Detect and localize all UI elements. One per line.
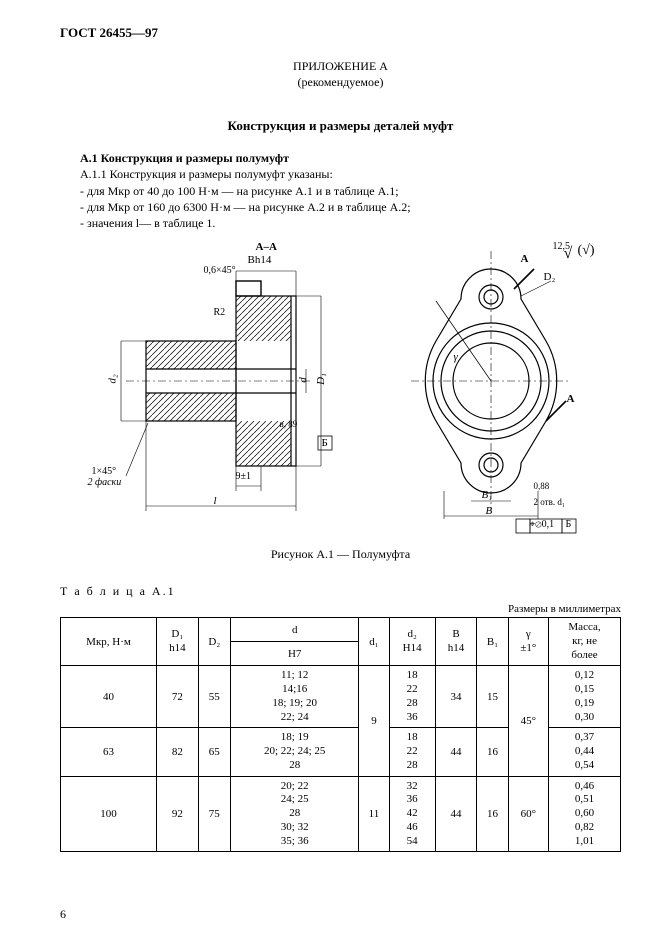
th-B1: B₁: [477, 618, 508, 666]
appendix-note: (рекомендуемое): [60, 75, 621, 91]
label-b-tol: в, 89: [280, 419, 298, 429]
label-section: А–А: [256, 241, 277, 253]
para-line-2: - для Mкр от 40 до 100 Н·м — на рисунке …: [60, 183, 621, 199]
figure-a1: А–А Bh14 0,6×45° R2 d₂ d D₁ в, 89 Б 1×45…: [86, 241, 596, 539]
label-gd2: Б: [566, 519, 572, 530]
label-A1: A: [521, 253, 529, 265]
label-r2: R2: [214, 307, 226, 318]
th-gamma: γ±1°: [508, 618, 548, 666]
page: ГОСТ 26455—97 ПРИЛОЖЕНИЕ А (рекомендуемо…: [0, 0, 661, 936]
table-row: 100 92 75 20; 2224; 252830; 3235; 36 11 …: [61, 776, 621, 852]
th-H7: H7: [231, 642, 359, 666]
label-A2: A: [567, 393, 575, 405]
th-mkr: Mкр, Н·м: [61, 618, 157, 666]
label-tol1: 0,88: [534, 481, 550, 491]
table-label: Т а б л и ц а А.1: [60, 584, 621, 599]
para-line-4: - значения l— в таблице 1.: [60, 215, 621, 231]
label-B1: B₁: [482, 489, 493, 501]
th-D1: D₁h14: [157, 618, 199, 666]
table-row: 40 72 55 11; 1214;1618; 19; 2022; 24 9 1…: [61, 666, 621, 728]
label-surf2: (√): [578, 243, 595, 259]
th-mass: Масса,кг, неболее: [549, 618, 621, 666]
label-d2: d₂: [106, 374, 118, 383]
section-title: Конструкция и размеры деталей муфт: [60, 118, 621, 134]
para-line-1: А.1.1 Конструкция и размеры полумуфт ука…: [60, 166, 621, 182]
label-l: l: [214, 495, 217, 507]
label-dim9: 9±1: [236, 471, 252, 482]
appendix-title: ПРИЛОЖЕНИЕ А: [60, 59, 621, 75]
document-id: ГОСТ 26455—97: [60, 25, 621, 41]
label-D1: D₁: [314, 373, 326, 385]
label-gamma: γ: [454, 351, 458, 363]
th-D2: D₂: [198, 618, 230, 666]
label-bh14: Bh14: [248, 254, 272, 266]
th-B: Bh14: [435, 618, 477, 666]
paragraph-a1: А.1 Конструкция и размеры полумуфт А.1.1…: [60, 150, 621, 231]
label-d: d: [296, 377, 308, 383]
th-d: d: [231, 618, 359, 642]
label-chamf2b: 2 фаски: [88, 477, 122, 488]
table-head: Mкр, Н·м D₁h14 D₂ d d₁ d₂H14 Bh14 B₁ γ±1…: [61, 618, 621, 666]
table-a1: Mкр, Н·м D₁h14 D₂ d d₁ d₂H14 Bh14 B₁ γ±1…: [60, 617, 621, 852]
th-d2: d₂H14: [389, 618, 435, 666]
figure-caption: Рисунок А.1 — Полумуфта: [60, 547, 621, 562]
label-chamf2: 1×45°: [92, 466, 117, 477]
label-chamf1: 0,6×45°: [204, 265, 236, 276]
label-d1-note: 2 отв. d₁: [534, 497, 565, 507]
para-head: А.1 Конструкция и размеры полумуфт: [60, 150, 621, 166]
table-units: Размеры в миллиметрах: [60, 603, 621, 615]
para-line-3: - для Mкр от 160 до 6300 Н·м — на рисунк…: [60, 199, 621, 215]
appendix-block: ПРИЛОЖЕНИЕ А (рекомендуемое): [60, 59, 621, 90]
label-b-box: Б: [322, 437, 328, 449]
th-d1: d₁: [359, 618, 389, 666]
label-D2: D₂: [544, 271, 556, 283]
label-B: B: [486, 505, 493, 517]
drawing-svg: [86, 241, 596, 539]
label-surf-icon: √: [564, 245, 573, 263]
table-body: 40 72 55 11; 1214;1618; 19; 2022; 24 9 1…: [61, 666, 621, 852]
page-number: 6: [60, 907, 66, 922]
label-gd: ⌖⊘0,1: [530, 519, 555, 530]
